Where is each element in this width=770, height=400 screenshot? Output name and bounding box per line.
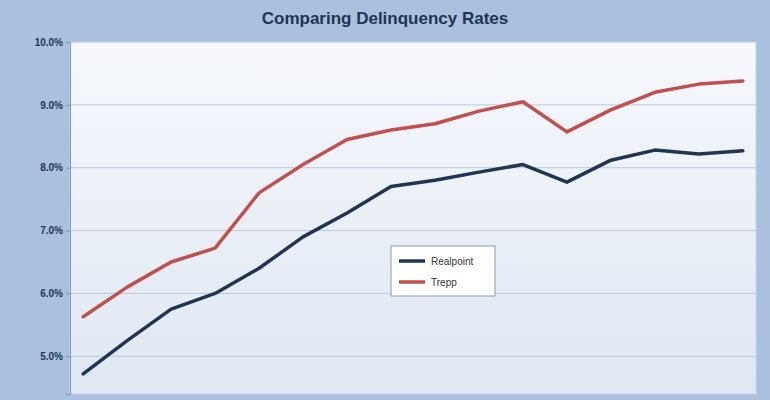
- tick-mark: [66, 105, 70, 106]
- tick: 8.0%: [40, 162, 70, 173]
- grid-line: [70, 42, 756, 43]
- axis-line: [66, 43, 71, 395]
- legend-label: Realpoint: [431, 256, 473, 267]
- series-line: [83, 81, 743, 317]
- legend-label: Trepp: [431, 277, 457, 288]
- series-line: [83, 150, 743, 374]
- tick: 7.0%: [40, 225, 70, 236]
- grid-line: [70, 230, 756, 231]
- tick-label: 7.0%: [40, 225, 63, 236]
- tick: 9.0%: [40, 100, 70, 111]
- tick-label: 9.0%: [40, 100, 63, 111]
- tick-mark: [66, 231, 70, 232]
- tick-label: 6.0%: [40, 288, 63, 299]
- legend-entry: Trepp: [399, 277, 457, 288]
- grid-line: [70, 356, 756, 357]
- tick: 5.0%: [40, 351, 70, 362]
- background: [0, 0, 770, 400]
- tick-label: 5.0%: [40, 351, 63, 362]
- title: Comparing Delinquency Rates: [262, 9, 509, 28]
- legend-swatch: [399, 280, 425, 284]
- tick: 10.0%: [35, 37, 70, 48]
- series-group: [83, 81, 743, 374]
- tick-mark: [66, 293, 70, 294]
- tick-mark: [66, 168, 70, 169]
- grid-line: [70, 167, 756, 168]
- tick-mark: [66, 42, 70, 43]
- grid-line: [70, 104, 756, 105]
- tick-mark: [66, 356, 70, 357]
- plot: 5.0% 6.0% 7.0% 8.0% 9.0% 10.0% Realpoint Trepp: [35, 37, 756, 395]
- legend-box: [391, 246, 495, 296]
- legend-entry: Realpoint: [399, 256, 473, 267]
- tick-label: 8.0%: [40, 162, 63, 173]
- chart: Comparing Delinquency Rates 5.0% 6.0% 7.0% 8…: [0, 0, 770, 400]
- y-axis: 5.0% 6.0% 7.0% 8.0% 9.0% 10.0%: [35, 37, 71, 395]
- tick-label: 10.0%: [35, 37, 63, 48]
- legend-swatch: [399, 259, 425, 263]
- plot-area: [70, 42, 756, 394]
- tick: 6.0%: [40, 288, 70, 299]
- legend: Realpoint Trepp: [391, 246, 495, 296]
